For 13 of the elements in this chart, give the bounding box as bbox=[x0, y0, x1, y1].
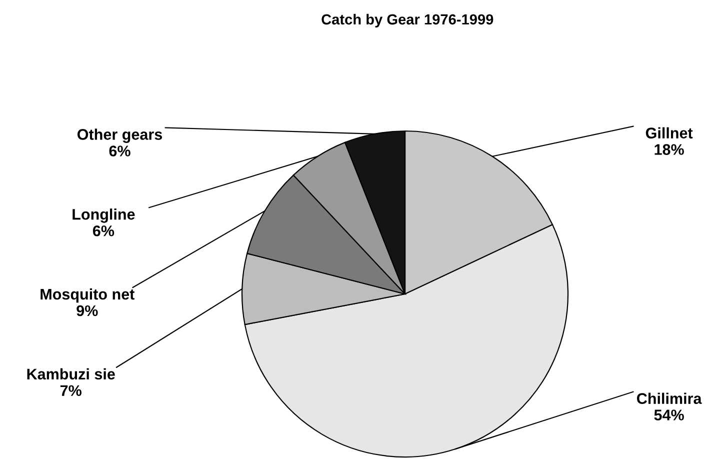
data-label: 18% bbox=[654, 144, 684, 155]
data-label: 7% bbox=[60, 385, 82, 396]
data-label: 6% bbox=[109, 146, 130, 156]
data-label: 54% bbox=[654, 410, 684, 420]
slice-label: Longline bbox=[72, 208, 135, 223]
slice-label: Kambuzi sie bbox=[27, 368, 115, 380]
data-label: 6% bbox=[92, 225, 114, 236]
slice-label: Mosquito net bbox=[40, 288, 134, 303]
chart-title: Catch by Gear 1976-1999 bbox=[322, 14, 494, 28]
slice-label: Gillnet bbox=[646, 127, 693, 138]
slice-label: Other gears bbox=[78, 128, 162, 143]
data-label: 9% bbox=[76, 305, 98, 316]
slice-label: Chilimira bbox=[637, 392, 702, 404]
